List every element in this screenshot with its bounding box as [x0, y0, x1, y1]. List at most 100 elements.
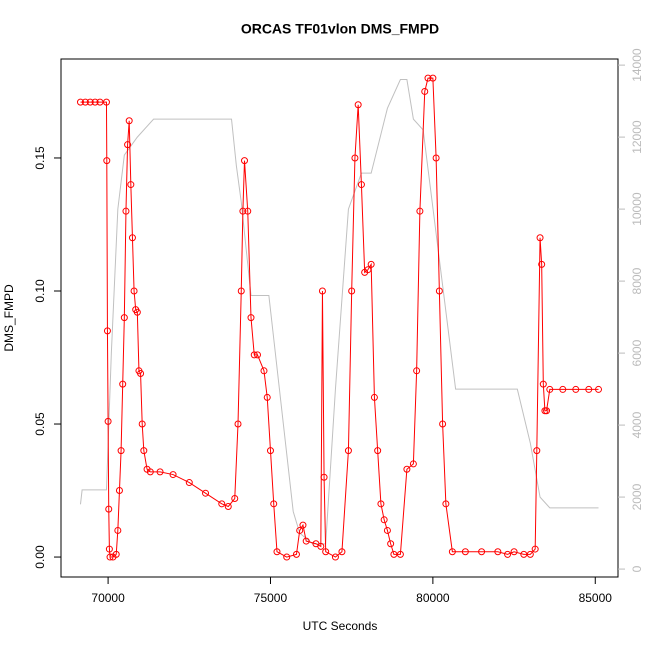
point	[416, 207, 424, 215]
point	[320, 473, 328, 481]
point	[338, 548, 346, 556]
point	[115, 487, 123, 495]
y-tick-label: 0.00	[33, 545, 47, 569]
point	[105, 545, 113, 553]
point	[122, 207, 130, 215]
point	[377, 500, 385, 508]
point	[357, 181, 365, 189]
point	[202, 489, 210, 497]
y-tick-label: 0.15	[33, 146, 47, 170]
point	[105, 505, 113, 513]
point	[546, 385, 554, 393]
point	[413, 367, 421, 375]
y2-tick-label: 10000	[630, 192, 644, 226]
y2-tick-label: 0	[630, 565, 644, 572]
point	[531, 545, 539, 553]
point	[595, 385, 603, 393]
point	[585, 385, 593, 393]
point	[127, 181, 135, 189]
point	[239, 207, 247, 215]
point	[224, 502, 232, 510]
point	[137, 369, 145, 377]
point	[103, 327, 111, 335]
point	[504, 550, 512, 558]
point	[429, 74, 437, 82]
point	[354, 101, 362, 109]
point	[536, 234, 544, 242]
point	[461, 548, 469, 556]
point	[383, 526, 391, 534]
point	[91, 98, 99, 106]
point	[260, 367, 268, 375]
point	[273, 548, 281, 556]
point	[374, 447, 382, 455]
point	[119, 380, 127, 388]
point	[526, 550, 534, 558]
chart-title: ORCAS TF01vlon DMS_FMPD	[241, 21, 439, 37]
point	[250, 351, 258, 359]
point	[283, 553, 291, 561]
y2-tick-label: 12000	[630, 120, 644, 154]
point	[169, 471, 177, 479]
point	[237, 287, 245, 295]
point	[102, 98, 110, 106]
y-tick-label: 0.10	[33, 279, 47, 303]
point	[156, 468, 164, 476]
point	[442, 500, 450, 508]
point	[296, 526, 304, 534]
point	[448, 548, 456, 556]
point	[138, 420, 146, 428]
point	[253, 351, 261, 359]
point	[76, 98, 84, 106]
point	[114, 526, 122, 534]
point	[241, 157, 249, 165]
point	[367, 260, 375, 268]
point	[572, 385, 580, 393]
point	[117, 447, 125, 455]
y-axis-label: DMS_FMPD	[2, 284, 16, 352]
point	[380, 516, 388, 524]
point	[104, 417, 112, 425]
point	[302, 537, 310, 545]
point	[396, 550, 404, 558]
point	[364, 266, 372, 274]
x-tick-label: 75000	[254, 591, 288, 605]
y2-tick-label: 6000	[630, 339, 644, 366]
point	[439, 420, 447, 428]
point	[130, 287, 138, 295]
point	[247, 314, 255, 322]
point	[403, 465, 411, 473]
point	[263, 393, 271, 401]
y2-tick-label: 8000	[630, 267, 644, 294]
point	[86, 98, 94, 106]
point	[494, 548, 502, 556]
point	[218, 500, 226, 508]
x-tick-label: 70000	[91, 591, 125, 605]
point	[317, 542, 325, 550]
point	[125, 117, 133, 125]
point	[387, 540, 395, 548]
point	[543, 407, 551, 415]
point	[120, 314, 128, 322]
point	[81, 98, 89, 106]
point	[106, 553, 114, 561]
point	[435, 287, 443, 295]
point	[146, 468, 154, 476]
point	[322, 548, 330, 556]
point	[270, 500, 278, 508]
point	[185, 479, 193, 487]
y-tick-label: 0.05	[33, 412, 47, 436]
point	[539, 380, 547, 388]
series-line	[80, 77, 599, 558]
y2-tick-label: 14000	[630, 48, 644, 82]
point	[421, 87, 429, 95]
point	[244, 207, 252, 215]
point	[424, 74, 432, 82]
x-tick-label: 80000	[416, 591, 450, 605]
point	[510, 548, 518, 556]
point	[103, 157, 111, 165]
point	[128, 234, 136, 242]
y2-tick-label: 2000	[630, 483, 644, 510]
x-axis-label: UTC Seconds	[303, 619, 378, 633]
